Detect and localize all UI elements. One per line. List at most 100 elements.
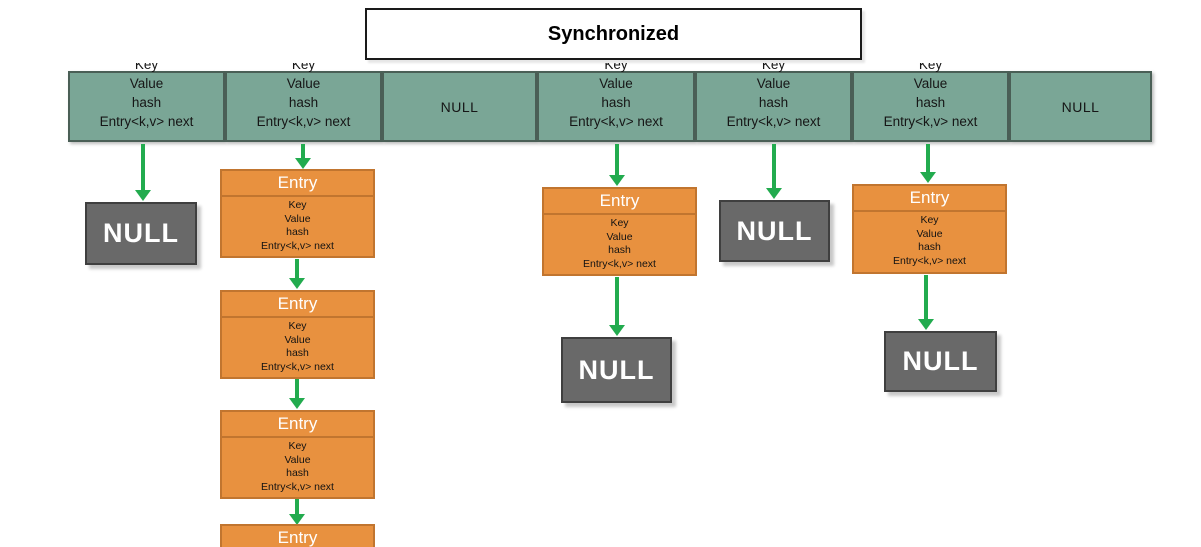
bucket-field-hash: hash <box>915 95 946 110</box>
entry-field-key: Key <box>920 214 939 226</box>
bucket-field-next: Entry<k,v> next <box>569 114 663 129</box>
arrow-shaft <box>295 379 299 398</box>
bucket-cell-0: Key Value hash Entry<k,v> next <box>68 57 225 142</box>
null-label: NULL <box>1061 98 1100 115</box>
bucket-field-value: Value <box>756 76 791 91</box>
bucket-cell-6-null: NULL <box>1009 71 1152 142</box>
arrow-head-icon <box>766 188 782 199</box>
arrow-head-icon <box>135 190 151 201</box>
bucket-cell-4: Key Value hash Entry<k,v> next <box>695 57 852 142</box>
arrow-head-icon <box>609 325 625 336</box>
bucket-field-hash: hash <box>288 95 319 110</box>
entry-field-key: Key <box>288 440 307 452</box>
bucket-field-hash: hash <box>758 95 789 110</box>
entry-field-hash: hash <box>608 244 631 256</box>
entry-node: Entry Key Value hash Entry<k,v> next <box>542 187 697 276</box>
entry-fields: Key Value hash Entry<k,v> next <box>222 438 373 494</box>
bucket-field-hash: hash <box>131 95 162 110</box>
arrow-head-icon <box>289 398 305 409</box>
arrow-entry-to-entry <box>289 259 305 289</box>
entry-field-next: Entry<k,v> next <box>261 360 334 373</box>
entry-fields: Key Value hash Entry<k,v> next <box>222 318 373 374</box>
entry-fields: Key Value hash Entry<k,v> next <box>854 212 1005 268</box>
title-box: Synchronized <box>365 8 862 60</box>
entry-field-key: Key <box>610 217 629 229</box>
arrow-bucket3-to-entry <box>609 144 625 186</box>
arrow-shaft <box>926 144 930 172</box>
entry-header: Entry <box>222 412 373 438</box>
entry-field-next: Entry<k,v> next <box>261 480 334 493</box>
entry-field-value: Value <box>916 227 943 240</box>
arrow-shaft <box>772 144 776 188</box>
bucket-field-value: Value <box>913 76 948 91</box>
arrow-entry-to-null <box>609 277 625 336</box>
entry-field-hash: hash <box>918 241 941 253</box>
arrow-entry-to-null <box>918 275 934 330</box>
bucket-fields: Value hash Entry<k,v> next <box>854 74 1007 131</box>
page-title: Synchronized <box>547 22 680 45</box>
entry-node: Entry Key Value hash Entry<k,v> next <box>220 169 375 258</box>
arrow-shaft <box>295 259 299 278</box>
bucket-fields: Value hash Entry<k,v> next <box>227 74 380 131</box>
bucket-field-hash: hash <box>601 95 631 110</box>
entry-header: Entry <box>222 171 373 197</box>
bucket-field-value: Value <box>129 76 164 91</box>
arrow-head-icon <box>289 514 305 525</box>
bucket-field-next: Entry<k,v> next <box>883 114 978 129</box>
bucket-fields: Value hash Entry<k,v> next <box>539 74 693 131</box>
entry-header: Entry <box>854 186 1005 212</box>
entry-fields: Key Value hash Entry<k,v> next <box>544 215 695 271</box>
arrow-shaft <box>295 499 299 514</box>
arrow-bucket0-to-null <box>135 144 151 201</box>
entry-header: Entry <box>222 292 373 318</box>
arrow-bucket4-to-null <box>766 144 782 199</box>
bucket-cell-5: Key Value hash Entry<k,v> next <box>852 57 1009 142</box>
bucket-field-next: Entry<k,v> next <box>726 114 821 129</box>
entry-field-next: Entry<k,v> next <box>583 257 656 270</box>
bucket-fields: Value hash Entry<k,v> next <box>70 74 223 131</box>
entry-field-value: Value <box>606 230 633 243</box>
arrow-bucket5-to-entry <box>920 144 936 183</box>
bucket-field-value: Value <box>599 76 633 91</box>
bucket-cell-2-null: NULL <box>382 71 537 142</box>
entry-field-hash: hash <box>286 347 309 359</box>
entry-node-clipped: Entry Key Value hash Entry<k,v> next <box>220 524 375 547</box>
arrow-shaft <box>141 144 145 190</box>
arrow-shaft <box>615 277 619 325</box>
bucket-field-value: Value <box>286 76 321 91</box>
null-node: NULL <box>884 331 997 392</box>
arrow-bucket1-to-entry <box>295 144 311 169</box>
arrow-entry-to-entry <box>289 379 305 409</box>
entry-fields: Key Value hash Entry<k,v> next <box>222 197 373 253</box>
entry-node: Entry Key Value hash Entry<k,v> next <box>220 290 375 379</box>
null-node: NULL <box>561 337 672 403</box>
entry-field-next: Entry<k,v> next <box>261 239 334 252</box>
null-label: NULL <box>440 98 479 115</box>
arrow-entry-to-entry <box>289 499 305 525</box>
arrow-head-icon <box>295 158 311 169</box>
bucket-fields: Value hash Entry<k,v> next <box>697 74 850 131</box>
null-node: NULL <box>85 202 197 265</box>
entry-header: Entry <box>222 526 373 547</box>
arrow-head-icon <box>289 278 305 289</box>
entry-node: Entry Key Value hash Entry<k,v> next <box>852 184 1007 274</box>
arrow-shaft <box>301 144 305 158</box>
entry-field-value: Value <box>284 212 311 225</box>
bucket-cell-1: Key Value hash Entry<k,v> next <box>225 57 382 142</box>
entry-field-hash: hash <box>286 226 309 238</box>
entry-field-key: Key <box>288 199 307 211</box>
bucket-field-next: Entry<k,v> next <box>99 114 194 129</box>
entry-field-hash: hash <box>286 467 309 479</box>
arrow-shaft <box>615 144 619 175</box>
bucket-cell-3: Key Value hash Entry<k,v> next <box>537 57 695 142</box>
bucket-field-next: Entry<k,v> next <box>256 114 351 129</box>
arrow-shaft <box>924 275 928 319</box>
arrow-head-icon <box>609 175 625 186</box>
entry-field-value: Value <box>284 333 311 346</box>
entry-header: Entry <box>544 189 695 215</box>
arrow-head-icon <box>920 172 936 183</box>
entry-node: Entry Key Value hash Entry<k,v> next <box>220 410 375 499</box>
arrow-head-icon <box>918 319 934 330</box>
entry-field-value: Value <box>284 453 311 466</box>
